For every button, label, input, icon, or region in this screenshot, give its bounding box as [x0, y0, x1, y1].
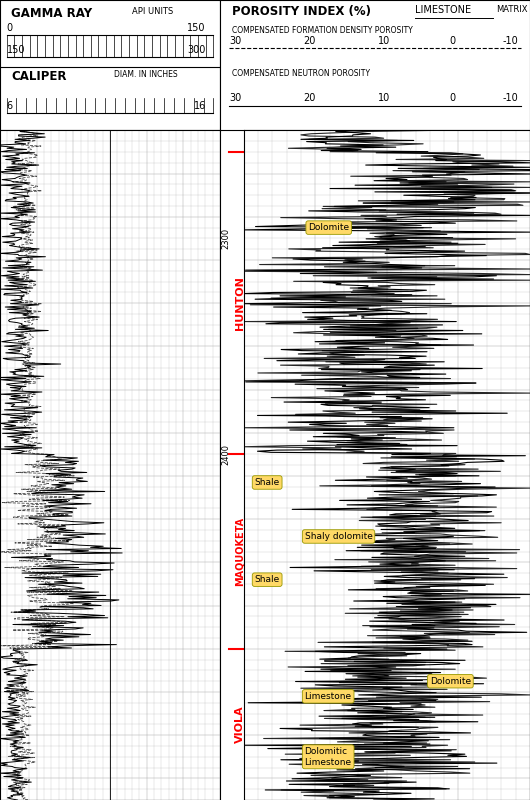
- Text: 150: 150: [6, 45, 25, 54]
- Text: 2300: 2300: [222, 228, 231, 249]
- Text: Shaly dolomite: Shaly dolomite: [305, 532, 373, 541]
- Text: 150: 150: [187, 22, 206, 33]
- Text: MAQUOKETA: MAQUOKETA: [234, 517, 244, 586]
- Text: 10: 10: [378, 93, 390, 103]
- Text: 20: 20: [304, 93, 316, 103]
- Text: 30: 30: [229, 36, 242, 46]
- Text: Dolomitic
Limestone: Dolomitic Limestone: [305, 747, 352, 766]
- Text: -10: -10: [502, 36, 518, 46]
- Text: POROSITY INDEX (%): POROSITY INDEX (%): [232, 6, 372, 18]
- Text: GAMMA RAY: GAMMA RAY: [11, 6, 92, 19]
- Text: -10: -10: [502, 93, 518, 103]
- Text: DIAM. IN INCHES: DIAM. IN INCHES: [114, 70, 178, 79]
- Text: 20: 20: [304, 36, 316, 46]
- Text: COMPENSATED NEUTRON POROSITY: COMPENSATED NEUTRON POROSITY: [232, 69, 370, 78]
- Text: HUNTON: HUNTON: [234, 276, 244, 330]
- Text: 2400: 2400: [222, 444, 231, 465]
- Text: 10: 10: [378, 36, 390, 46]
- Text: Shale: Shale: [254, 478, 280, 487]
- Text: 16: 16: [193, 101, 206, 111]
- Text: Shale: Shale: [254, 575, 280, 584]
- Text: API UNITS: API UNITS: [132, 6, 173, 15]
- Text: COMPENSATED FORMATION DENSITY POROSITY: COMPENSATED FORMATION DENSITY POROSITY: [232, 26, 413, 35]
- Text: CALIPER: CALIPER: [11, 70, 66, 83]
- Text: LIMESTONE: LIMESTONE: [416, 6, 471, 15]
- Text: 0: 0: [449, 36, 455, 46]
- Text: Limestone: Limestone: [305, 692, 352, 701]
- Text: Dolomite: Dolomite: [430, 677, 471, 686]
- Text: 0: 0: [449, 93, 455, 103]
- Text: Dolomite: Dolomite: [308, 223, 349, 232]
- Text: MATRIX: MATRIX: [496, 6, 527, 14]
- Text: 300: 300: [187, 45, 205, 54]
- Text: 0: 0: [6, 22, 13, 33]
- Text: 30: 30: [229, 93, 242, 103]
- Text: 6: 6: [6, 101, 13, 111]
- Text: VIOLA: VIOLA: [234, 706, 244, 743]
